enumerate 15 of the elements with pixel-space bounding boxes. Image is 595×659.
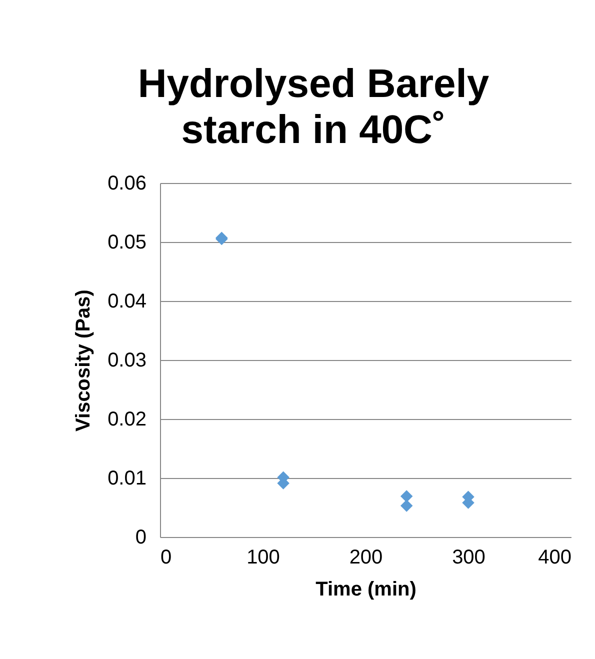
x-tick-label: 300 (452, 546, 486, 568)
y-axis-title: Viscosity (Pas) (72, 290, 95, 432)
x-tick-label: 0 (160, 546, 172, 568)
y-tick-label: 0.02 (108, 408, 146, 430)
y-tick-label: 0.06 (108, 172, 146, 194)
y-tick-label: 0.01 (108, 468, 146, 490)
y-tick-label: 0.04 (108, 290, 146, 312)
y-tick-label: 0.05 (108, 232, 146, 254)
x-tick-label: 400 (538, 546, 572, 568)
x-axis-title: Time (min) (316, 578, 416, 600)
y-tick-label: 0.03 (108, 350, 146, 372)
x-tick-label: 100 (246, 546, 280, 568)
y-tick-label: 0 (135, 526, 146, 548)
chart-title: Hydrolysed Barely starch in 40C˚ (138, 62, 490, 152)
x-tick-label: 200 (349, 546, 383, 568)
